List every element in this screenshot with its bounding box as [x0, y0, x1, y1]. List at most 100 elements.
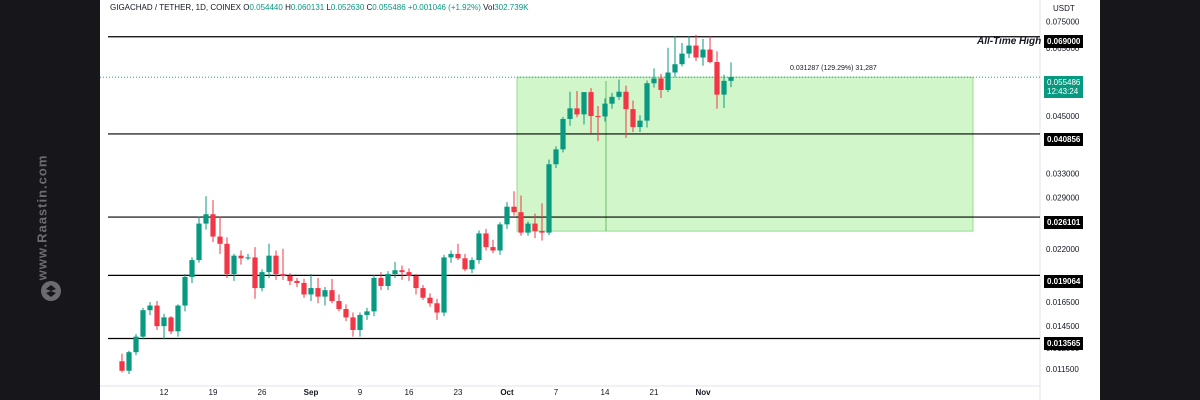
candle-body-69 [602, 103, 608, 117]
candle-body-57 [518, 212, 524, 233]
x-tick-3: Sep [304, 388, 319, 397]
candle-body-72 [623, 91, 629, 110]
high-value: 0.060131 [290, 3, 325, 12]
candle-body-31 [336, 301, 342, 310]
y-tick-6: 0.029000 [1046, 194, 1080, 203]
change-value: +0.001046 (+1.92%) [407, 3, 481, 12]
candle-body-29 [322, 290, 328, 297]
level-tag-1: 0.040856 [1044, 133, 1084, 146]
volume-value: 302.739K [494, 3, 529, 12]
candle-body-70 [609, 96, 615, 104]
x-tick-1: 19 [209, 388, 218, 397]
candle-body-12 [203, 214, 209, 224]
candle-body-42 [413, 275, 419, 289]
candle-body-37 [378, 277, 384, 287]
y-tick-3: 0.045000 [1046, 112, 1080, 121]
watermark-text: www.Raastin.com [34, 154, 50, 281]
candle-body-83 [700, 49, 706, 58]
x-tick-8: 7 [554, 388, 559, 397]
x-tick-10: 21 [650, 388, 659, 397]
candle-body-55 [504, 206, 510, 225]
candle-body-5 [154, 305, 160, 327]
candle-body-28 [315, 288, 321, 297]
candle-body-46 [441, 257, 447, 313]
candle-body-39 [392, 270, 398, 275]
open-label: O [243, 3, 250, 12]
candle-body-43 [420, 288, 426, 298]
candle-body-59 [532, 223, 538, 232]
close-value: 0.055486 [372, 3, 406, 12]
candle-body-22 [273, 255, 279, 275]
candlestick-chart[interactable]: 0.0750000.0650000.0550000.0450000.039000… [100, 0, 1100, 400]
candle-body-80 [679, 53, 685, 65]
chart-panel[interactable]: 0.0750000.0650000.0550000.0450000.039000… [100, 0, 1100, 400]
candle-body-47 [448, 253, 454, 258]
candle-body-41 [406, 272, 412, 276]
candle-body-35 [364, 311, 370, 315]
candle-body-13 [210, 214, 216, 237]
x-tick-4: 9 [358, 388, 363, 397]
candle-body-32 [343, 309, 349, 318]
axis-unit-label: USDT [1053, 4, 1075, 13]
countdown-value: 12:43:24 [1047, 87, 1079, 96]
candle-body-33 [350, 317, 356, 331]
candle-body-78 [665, 72, 671, 90]
y-tick-12: 0.011500 [1046, 365, 1079, 374]
candle-body-20 [259, 272, 265, 289]
candle-body-30 [329, 290, 335, 302]
level-tag-0: 0.069000 [1044, 35, 1084, 48]
x-tick-9: 14 [601, 388, 610, 397]
y-tick-9: 0.016500 [1046, 298, 1080, 307]
candle-body-27 [308, 288, 314, 295]
left-side-band: www.Raastin.com [0, 0, 92, 400]
y-tick-1: 0.065000 [1046, 44, 1080, 53]
low-value: 0.052630 [330, 3, 365, 12]
candle-body-25 [294, 280, 300, 283]
candle-body-73 [630, 109, 636, 128]
candle-body-71 [616, 91, 622, 97]
candle-body-63 [560, 118, 566, 150]
x-tick-11: Nov [695, 388, 711, 397]
candle-body-77 [658, 78, 664, 90]
candle-body-21 [266, 255, 272, 273]
close-label: C [366, 3, 373, 12]
candle-body-8 [175, 305, 181, 332]
candle-body-66 [581, 92, 587, 115]
candle-body-74 [637, 120, 643, 128]
candle-body-48 [455, 253, 461, 259]
measure-label: 0.031287 (129.29%) 31,287 [790, 65, 877, 72]
candle-body-64 [567, 108, 573, 119]
candle-body-86 [721, 80, 727, 95]
candle-body-10 [189, 260, 195, 277]
candle-body-24 [287, 275, 293, 281]
candle-body-84 [707, 49, 713, 63]
candle-body-7 [168, 317, 174, 332]
open-value: 0.054440 [249, 3, 283, 12]
current-price-tag: 0.055486 12:43:24 [1044, 76, 1084, 98]
candle-body-34 [357, 314, 363, 331]
candle-body-68 [595, 116, 601, 118]
raastin-logo-icon [41, 281, 61, 301]
candle-body-82 [693, 45, 699, 58]
candle-body-17 [238, 255, 244, 259]
candle-body-67 [588, 92, 594, 117]
x-tick-0: 12 [160, 388, 169, 397]
candle-body-36 [371, 277, 377, 312]
level-tag-4: 0.013565 [1044, 337, 1084, 350]
x-tick-5: 16 [405, 388, 414, 397]
candle-body-62 [553, 149, 559, 165]
y-tick-5: 0.033000 [1046, 170, 1080, 179]
current-price-value: 0.055486 [1047, 78, 1081, 87]
candle-body-11 [196, 223, 202, 261]
candle-body-50 [469, 260, 475, 270]
volume-label: Vol [483, 3, 495, 12]
candle-body-79 [672, 64, 678, 73]
candle-body-65 [574, 108, 580, 115]
candle-body-54 [497, 224, 503, 251]
candle-body-56 [511, 206, 517, 213]
candle-body-81 [686, 45, 692, 54]
candle-body-49 [462, 258, 468, 270]
y-tick-8: 0.022000 [1046, 245, 1080, 254]
candle-body-6 [161, 317, 167, 327]
